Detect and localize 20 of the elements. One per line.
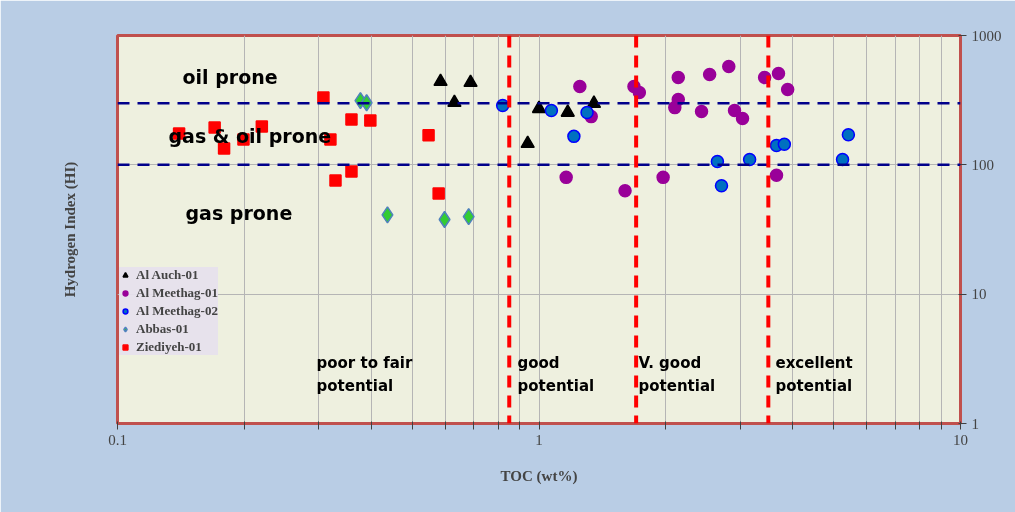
annotation: poor to fair potential <box>316 354 413 396</box>
legend-label: Al Auch-01 <box>136 267 199 283</box>
y-axis-title: Hydrogen Index (HI) <box>61 161 79 298</box>
y-tick-label: 100 <box>971 156 994 173</box>
annotation: gas prone <box>185 201 293 224</box>
x-tick-label: 1 <box>535 431 543 448</box>
legend-label: Al Meethag-01 <box>136 285 218 301</box>
legend-label: Abbas-01 <box>136 321 189 337</box>
annotation: oil prone <box>182 65 278 88</box>
annotation: excellent potential <box>775 354 853 396</box>
legend-label: Ziediyeh-01 <box>136 339 202 355</box>
y-tick-label: 1 <box>971 415 979 432</box>
legend-label: Al Meethag-02 <box>136 303 218 319</box>
y-tick-label: 10 <box>971 286 987 303</box>
annotation: V. good potential <box>638 354 716 396</box>
x-tick-label: 10 <box>953 431 968 448</box>
annotation: good potential <box>517 354 595 396</box>
x-tick-label: 0.1 <box>108 431 127 448</box>
x-axis-title: TOC (wt%) <box>500 467 578 485</box>
y-tick-label: 1000 <box>971 27 1002 44</box>
